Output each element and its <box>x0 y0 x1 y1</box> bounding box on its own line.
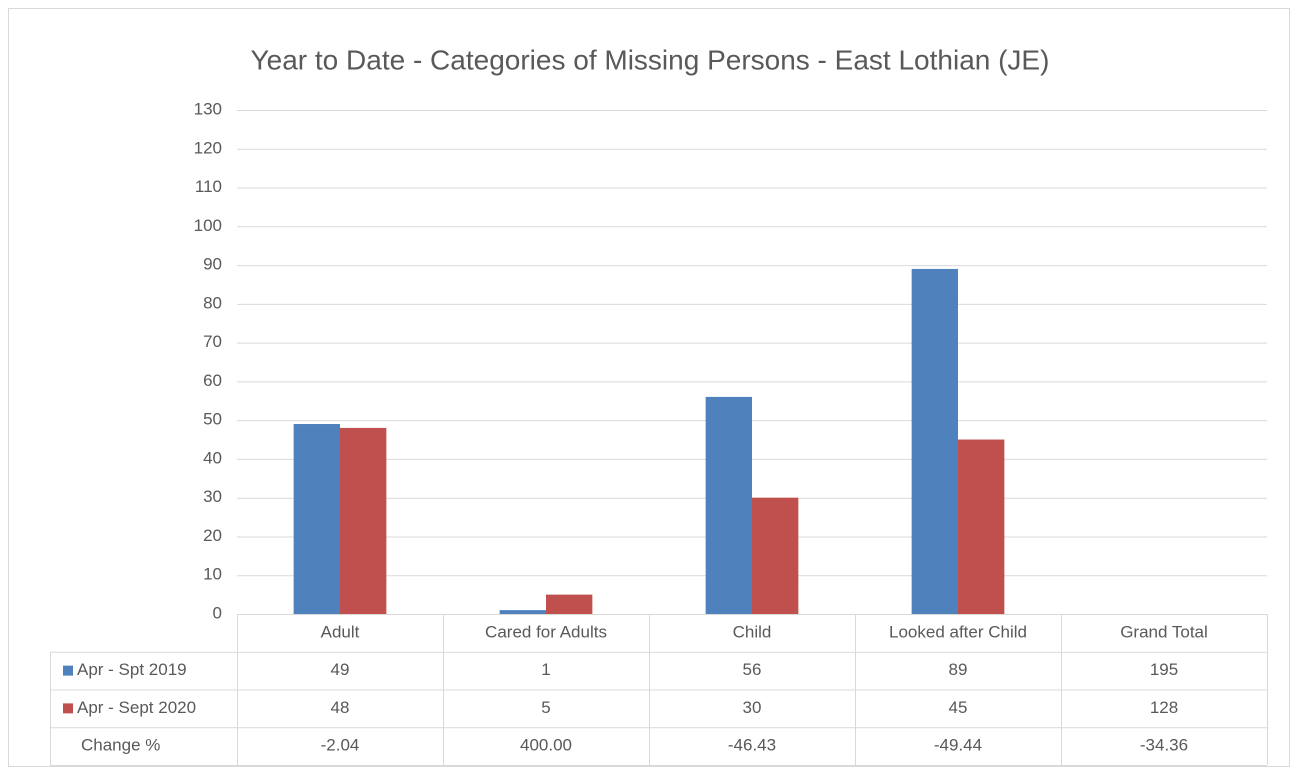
row-label: Change % <box>81 736 160 755</box>
y-tick-label: 50 <box>203 410 222 429</box>
legend-swatch <box>63 665 73 676</box>
bar <box>705 396 752 614</box>
y-tick-label: 60 <box>203 371 222 390</box>
category-label: Child <box>733 622 772 641</box>
table-value: -2.04 <box>321 736 360 755</box>
table-value: 128 <box>1150 698 1178 717</box>
y-tick-label: 90 <box>203 255 222 274</box>
bar <box>546 594 593 614</box>
legend-label: Apr - Spt 2019 <box>77 660 187 679</box>
table-value: 195 <box>1150 660 1178 679</box>
y-tick-label: 120 <box>194 138 222 157</box>
category-label: Grand Total <box>1120 622 1208 641</box>
legend-label: Apr - Sept 2020 <box>77 698 196 717</box>
y-tick-label: 30 <box>203 487 222 506</box>
table-value: 49 <box>331 660 350 679</box>
y-tick-label: 70 <box>203 332 222 351</box>
table-value: -49.44 <box>934 736 982 755</box>
y-tick-label: 0 <box>213 603 222 622</box>
table-value: 45 <box>949 698 968 717</box>
y-tick-label: 10 <box>203 565 222 584</box>
category-label: Adult <box>321 622 360 641</box>
y-tick-label: 130 <box>194 99 222 118</box>
category-label: Looked after Child <box>889 622 1027 641</box>
y-tick-label: 80 <box>203 293 222 312</box>
y-tick-label: 40 <box>203 448 222 467</box>
table-value: 5 <box>541 698 550 717</box>
table-value: -46.43 <box>728 736 776 755</box>
table-value: 1 <box>541 660 550 679</box>
table-value: 48 <box>331 698 350 717</box>
bar <box>958 439 1005 614</box>
category-label: Cared for Adults <box>485 622 607 641</box>
bar <box>499 610 546 614</box>
table-value: 89 <box>949 660 968 679</box>
chart-title: Year to Date - Categories of Missing Per… <box>251 44 1050 75</box>
y-tick-label: 110 <box>195 177 222 196</box>
bar <box>911 268 958 614</box>
y-tick-label: 100 <box>194 216 222 235</box>
legend-swatch <box>63 703 73 714</box>
bar <box>340 427 387 614</box>
table-value: 56 <box>743 660 762 679</box>
bar <box>752 497 799 614</box>
table-value: 400.00 <box>520 736 572 755</box>
table-value: -34.36 <box>1140 736 1188 755</box>
y-tick-label: 20 <box>203 526 222 545</box>
bar <box>293 424 340 614</box>
table-value: 30 <box>743 698 762 717</box>
